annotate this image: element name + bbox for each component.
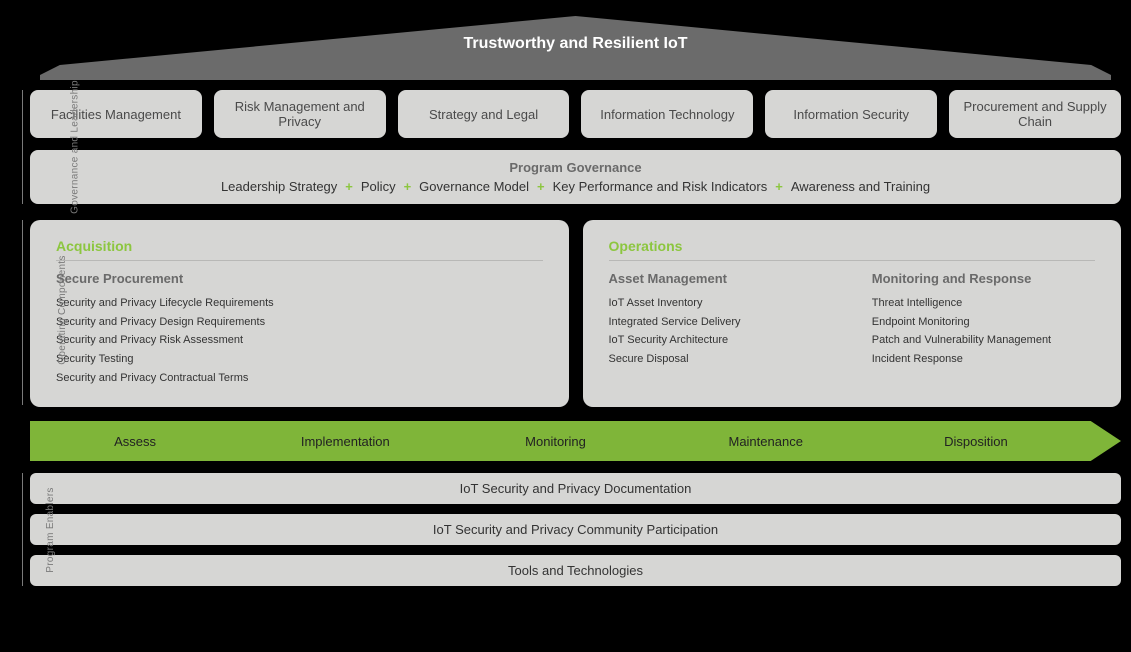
roof-title: Trustworthy and Resilient IoT xyxy=(40,35,1111,53)
gov-item: Key Performance and Risk Indicators xyxy=(553,179,768,194)
arrow-labels: AssessImplementationMonitoringMaintenanc… xyxy=(30,421,1121,461)
gov-item: Governance Model xyxy=(419,179,529,194)
arrow-phase: Maintenance xyxy=(661,434,871,449)
gov-item: Leadership Strategy xyxy=(221,179,337,194)
column-items: IoT Asset InventoryIntegrated Service De… xyxy=(609,294,832,369)
plus-separator: + xyxy=(337,179,361,194)
column-item: Threat Intelligence xyxy=(872,294,1095,313)
column-item: IoT Security Architecture xyxy=(609,331,832,350)
vlabel-governance: Governance and Leadership xyxy=(69,80,80,214)
column-item: Secure Disposal xyxy=(609,350,832,369)
plus-separator: + xyxy=(529,179,553,194)
section-governance: Governance and Leadership Facilities Man… xyxy=(30,90,1121,204)
roof: Trustworthy and Resilient IoT xyxy=(40,10,1111,80)
top-box: Strategy and Legal xyxy=(398,90,570,138)
panel-operations-title: Operations xyxy=(609,238,1096,261)
plus-separator: + xyxy=(396,179,420,194)
vline-governance xyxy=(22,90,23,204)
program-governance-items: Leadership Strategy+Policy+Governance Mo… xyxy=(221,179,930,194)
panel-acquisition-cols: Secure Procurement Security and Privacy L… xyxy=(56,271,543,387)
enabler-box: IoT Security and Privacy Documentation xyxy=(30,473,1121,504)
column-item: Endpoint Monitoring xyxy=(872,313,1095,332)
top-box: Risk Management and Privacy xyxy=(214,90,386,138)
top-box: Procurement and Supply Chain xyxy=(949,90,1121,138)
gov-item: Policy xyxy=(361,179,396,194)
top-box: Information Security xyxy=(765,90,937,138)
column-title: Asset Management xyxy=(609,271,832,286)
enabler-box: Tools and Technologies xyxy=(30,555,1121,586)
program-governance-title: Program Governance xyxy=(509,160,641,175)
column-items: Security and Privacy Lifecycle Requireme… xyxy=(56,294,543,387)
column-item: Security and Privacy Contractual Terms xyxy=(56,369,543,388)
top-box: Facilities Management xyxy=(30,90,202,138)
column-items: Threat IntelligenceEndpoint MonitoringPa… xyxy=(872,294,1095,369)
enablers-list: IoT Security and Privacy Documentation Io… xyxy=(30,473,1121,586)
enabler-box: IoT Security and Privacy Community Parti… xyxy=(30,514,1121,545)
gov-item: Awareness and Training xyxy=(791,179,930,194)
top-box: Information Technology xyxy=(581,90,753,138)
vline-enablers xyxy=(22,473,23,586)
arrow-phase: Assess xyxy=(30,434,240,449)
column-item: Patch and Vulnerability Management xyxy=(872,331,1095,350)
panel-acquisition: Acquisition Secure Procurement Security a… xyxy=(30,220,569,407)
column-item: Security Testing xyxy=(56,350,543,369)
panel-column: Monitoring and Response Threat Intelligen… xyxy=(872,271,1095,369)
vline-operating xyxy=(22,220,23,405)
column-item: IoT Asset Inventory xyxy=(609,294,832,313)
arrow-phase: Monitoring xyxy=(450,434,660,449)
section-enablers: Program Enablers IoT Security and Privac… xyxy=(30,473,1121,586)
section-operating: Operating Components Acquisition Secure … xyxy=(30,220,1121,461)
panel-operations: Operations Asset Management IoT Asset Inv… xyxy=(583,220,1122,407)
column-item: Incident Response xyxy=(872,350,1095,369)
program-governance-box: Program Governance Leadership Strategy+P… xyxy=(30,150,1121,204)
vlabel-operating: Operating Components xyxy=(57,255,68,364)
plus-separator: + xyxy=(767,179,791,194)
column-item: Security and Privacy Design Requirements xyxy=(56,313,543,332)
panel-column: Asset Management IoT Asset InventoryInteg… xyxy=(609,271,832,369)
column-title: Secure Procurement xyxy=(56,271,543,286)
arrow-phase: Disposition xyxy=(871,434,1081,449)
top-boxes-row: Facilities ManagementRisk Management and… xyxy=(30,90,1121,138)
panels-row: Acquisition Secure Procurement Security a… xyxy=(30,220,1121,407)
arrow-phase: Implementation xyxy=(240,434,450,449)
column-title: Monitoring and Response xyxy=(872,271,1095,286)
column-item: Integrated Service Delivery xyxy=(609,313,832,332)
panel-operations-cols: Asset Management IoT Asset InventoryInteg… xyxy=(609,271,1096,369)
column-item: Security and Privacy Lifecycle Requireme… xyxy=(56,294,543,313)
lifecycle-arrow: AssessImplementationMonitoringMaintenanc… xyxy=(30,421,1121,461)
column-item: Security and Privacy Risk Assessment xyxy=(56,331,543,350)
vlabel-enablers: Program Enablers xyxy=(45,487,56,572)
panel-acquisition-title: Acquisition xyxy=(56,238,543,261)
panel-column: Secure Procurement Security and Privacy L… xyxy=(56,271,543,387)
